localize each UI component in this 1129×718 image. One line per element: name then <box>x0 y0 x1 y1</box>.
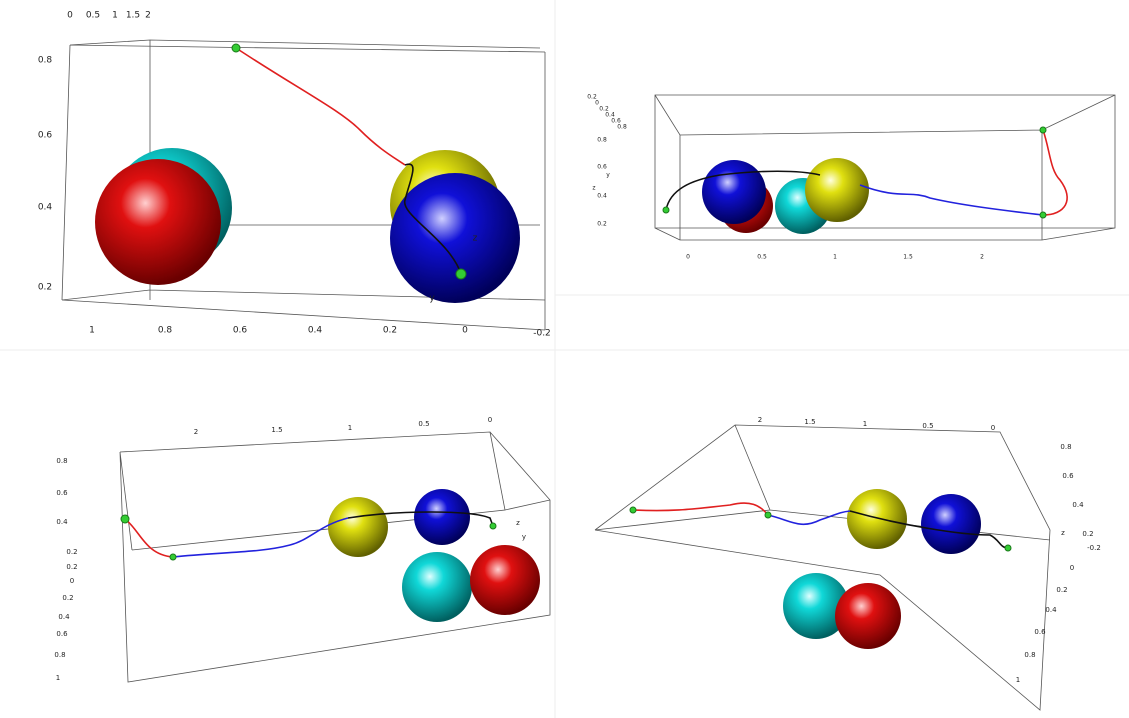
tick-label: 0.5 <box>418 420 429 428</box>
axis-label: z <box>1061 529 1065 537</box>
tick-label: 0 <box>686 254 690 261</box>
tick-label: 0 <box>70 577 74 585</box>
tick-label: 1 <box>1016 676 1020 684</box>
tick-label: 0.6 <box>56 489 68 497</box>
tick-label: 1.5 <box>804 418 815 426</box>
tick-label: 0.4 <box>58 613 70 621</box>
tick-label: 0.6 <box>233 326 248 336</box>
tick-label: 0.2 <box>587 94 597 101</box>
tick-label: 0.2 <box>62 594 73 602</box>
tick-label: 2 <box>194 428 198 436</box>
axis-labels: 0 0.5 1 1.5 20.80.60.40.21 0.8 0.6 0.4 0.2 0 -0.2y… <box>38 11 1101 685</box>
panel-bottom-left <box>119 431 551 683</box>
axis-label: y <box>606 172 610 179</box>
tick-label: 1.5 <box>126 11 140 21</box>
tick-label: 0.2 <box>599 106 609 113</box>
tick-label: 0 <box>67 11 73 21</box>
axis-label: y <box>429 294 435 304</box>
tick-label: 1 <box>112 11 118 21</box>
tick-label: 0.8 <box>1060 443 1071 451</box>
tick-label: 0.2 <box>38 283 52 293</box>
tick-label: 0.4 <box>597 193 607 200</box>
tick-label: 0.6 <box>56 630 68 638</box>
tick-label: 0 <box>595 100 599 107</box>
tick-label: 0.2 <box>66 548 77 556</box>
tick-label: 0.8 <box>1024 651 1035 659</box>
tick-label: 0.2 <box>1056 586 1067 594</box>
tick-label: 0.8 <box>38 56 53 66</box>
axis-label: z <box>592 185 595 192</box>
tick-label: 0.2 <box>66 563 77 571</box>
tick-label: -0.2 <box>1087 544 1101 552</box>
tick-label: 2 <box>758 416 762 424</box>
tick-label: 1 <box>833 254 837 261</box>
tick-label: -0.2 <box>533 329 551 339</box>
tick-label: 0.4 <box>1072 501 1084 509</box>
tick-label: 1.5 <box>271 426 282 434</box>
tick-label: 2 <box>980 254 984 261</box>
panel-bottom-right <box>594 424 1051 711</box>
tick-label: 0.4 <box>38 203 53 213</box>
tick-label: 0.5 <box>922 422 933 430</box>
panel-top-right <box>654 94 1116 241</box>
tick-label: 0.6 <box>38 131 53 141</box>
tick-label: 0 <box>488 416 492 424</box>
tick-label: 0.4 <box>605 112 615 119</box>
axis-label: z <box>516 519 520 527</box>
tick-label: 0.6 <box>611 118 621 125</box>
panel-top-left <box>61 39 546 331</box>
tick-label: 1 <box>863 420 867 428</box>
tick-label: 0.4 <box>1045 606 1057 614</box>
tick-label: 0.4 <box>56 518 68 526</box>
tick-label: 0.8 <box>56 457 67 465</box>
tick-label: 0.4 <box>308 326 323 336</box>
tick-label: 0.8 <box>597 137 607 144</box>
tick-label: 0.6 <box>1062 472 1074 480</box>
tick-label: 0 <box>1070 564 1074 572</box>
tick-label: 1 <box>348 424 352 432</box>
tick-label: 0.6 <box>597 164 607 171</box>
tick-label: 0 <box>991 424 995 432</box>
tick-label: 0.5 <box>86 11 100 21</box>
tick-label: 0.6 <box>1034 628 1046 636</box>
tick-label: 0.8 <box>54 651 65 659</box>
tick-label: 0.2 <box>383 326 397 336</box>
tick-label: 1.5 <box>903 254 913 261</box>
axis-label: y <box>522 533 526 541</box>
axis-label: z <box>473 234 478 244</box>
tick-label: 0 <box>462 326 468 336</box>
tick-label: 0.5 <box>757 254 767 261</box>
tick-label: 0.2 <box>597 221 607 228</box>
tick-label: 0.8 <box>617 124 627 131</box>
tick-label: 1 <box>89 326 95 336</box>
tick-label: 0.2 <box>1082 530 1093 538</box>
tick-label: 1 <box>56 674 60 682</box>
tick-label: 0.8 <box>158 326 173 336</box>
tick-label: 2 <box>145 11 151 21</box>
